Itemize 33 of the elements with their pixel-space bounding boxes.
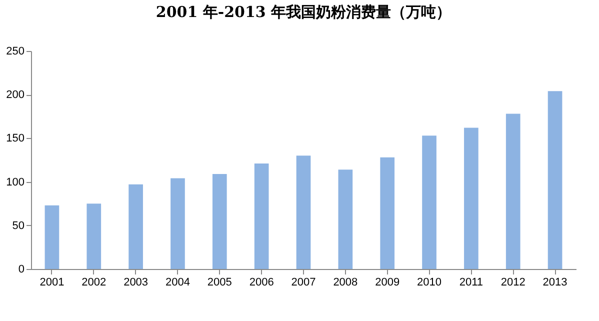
bar [380, 157, 395, 269]
x-tick-label: 2002 [82, 276, 106, 288]
x-tick-label: 2004 [165, 276, 190, 288]
x-tick-label: 2013 [542, 276, 568, 288]
bar [44, 205, 60, 269]
bar [338, 170, 353, 269]
bar [506, 114, 520, 269]
bar [170, 178, 185, 269]
bar [128, 184, 143, 269]
x-tick-label: 2012 [500, 276, 526, 288]
bar [212, 174, 227, 269]
x-tick-label: 2009 [375, 276, 400, 288]
x-tick-label: 2007 [291, 276, 316, 288]
x-tick-label: 2001 [40, 276, 64, 288]
bar [296, 156, 311, 269]
bar [548, 91, 562, 269]
bar [464, 128, 478, 269]
y-tick-label: 250 [6, 46, 24, 58]
x-tick-label: 2011 [459, 276, 484, 288]
bar [86, 204, 102, 269]
bar [254, 163, 269, 269]
y-tick-label: 0 [18, 264, 24, 276]
x-tick-label: 2003 [124, 276, 148, 288]
y-tick-label: 100 [6, 176, 24, 188]
x-tick-label: 2005 [207, 276, 232, 288]
y-tick-label: 150 [6, 132, 24, 145]
x-tick-label: 2006 [249, 276, 274, 288]
x-tick-label: 2008 [333, 276, 358, 288]
bar [422, 136, 436, 269]
chart-title: 2001 年-2013 年我国奶粉消费量（万吨） [156, 3, 452, 21]
y-tick-label: 200 [6, 89, 24, 102]
x-tick-label: 2010 [417, 276, 442, 288]
y-tick-label: 50 [12, 220, 24, 232]
